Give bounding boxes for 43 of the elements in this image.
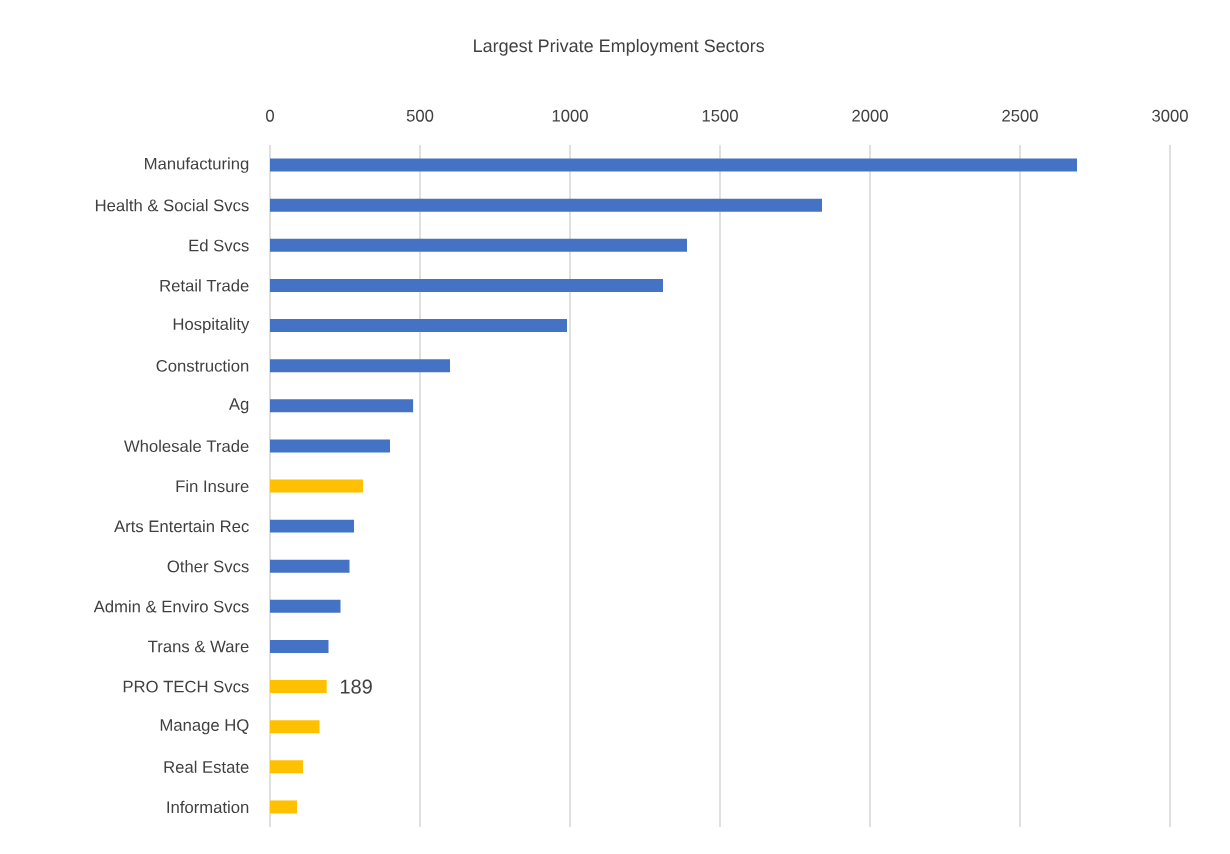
- bar: [270, 158, 1078, 172]
- bar: [270, 479, 364, 493]
- bar: [270, 238, 688, 252]
- bar: [270, 680, 327, 694]
- bar: [270, 399, 414, 413]
- bar: [270, 359, 451, 373]
- x-tick-label: 0: [266, 109, 274, 122]
- bar: [270, 319, 568, 333]
- bar: [270, 278, 664, 292]
- y-tick-label: Construction: [156, 359, 249, 372]
- x-tick-label: 1500: [702, 109, 738, 122]
- x-tick-label: 1000: [552, 109, 588, 122]
- x-tick-label: 500: [406, 109, 434, 122]
- y-tick-label: Information: [167, 800, 249, 814]
- data-label: 189: [340, 679, 372, 694]
- y-tick-label: Arts Entertain Rec: [114, 520, 249, 533]
- bar: [270, 198, 823, 212]
- y-tick-label: Trans & Ware: [148, 640, 249, 653]
- bar: [270, 760, 304, 774]
- y-tick-label: Ed Svcs: [189, 239, 249, 252]
- y-tick-label: Hospitality: [173, 317, 250, 334]
- bar: [270, 800, 297, 814]
- bar: [270, 559, 350, 573]
- y-tick-label: Health & Social Svcs: [95, 199, 249, 212]
- y-tick-label: Real Estate: [164, 760, 249, 773]
- bar: [270, 639, 329, 653]
- y-tick-label: Ag: [228, 398, 249, 414]
- chart-title: Largest Private Employment Sectors: [474, 38, 765, 56]
- y-tick-label: Manufacturing: [145, 157, 249, 173]
- y-tick-label: Retail Trade: [160, 279, 249, 292]
- y-tick-label: Fin Insure: [176, 479, 249, 493]
- bar: [270, 439, 391, 453]
- bar: [270, 519, 355, 533]
- y-tick-label: Admin & Enviro Svcs: [93, 600, 249, 613]
- y-tick-label: Manage HQ: [160, 719, 249, 735]
- y-tick-label: Wholesale Trade: [124, 439, 249, 453]
- bar: [270, 599, 341, 613]
- x-tick-label: 2000: [852, 109, 888, 122]
- x-tick-label: 3000: [1152, 109, 1188, 122]
- y-tick-label: Other Svcs: [167, 560, 249, 573]
- bar: [270, 720, 320, 734]
- x-tick-label: 2500: [1002, 109, 1038, 122]
- y-tick-label: PRO TECH Svcs: [123, 680, 249, 693]
